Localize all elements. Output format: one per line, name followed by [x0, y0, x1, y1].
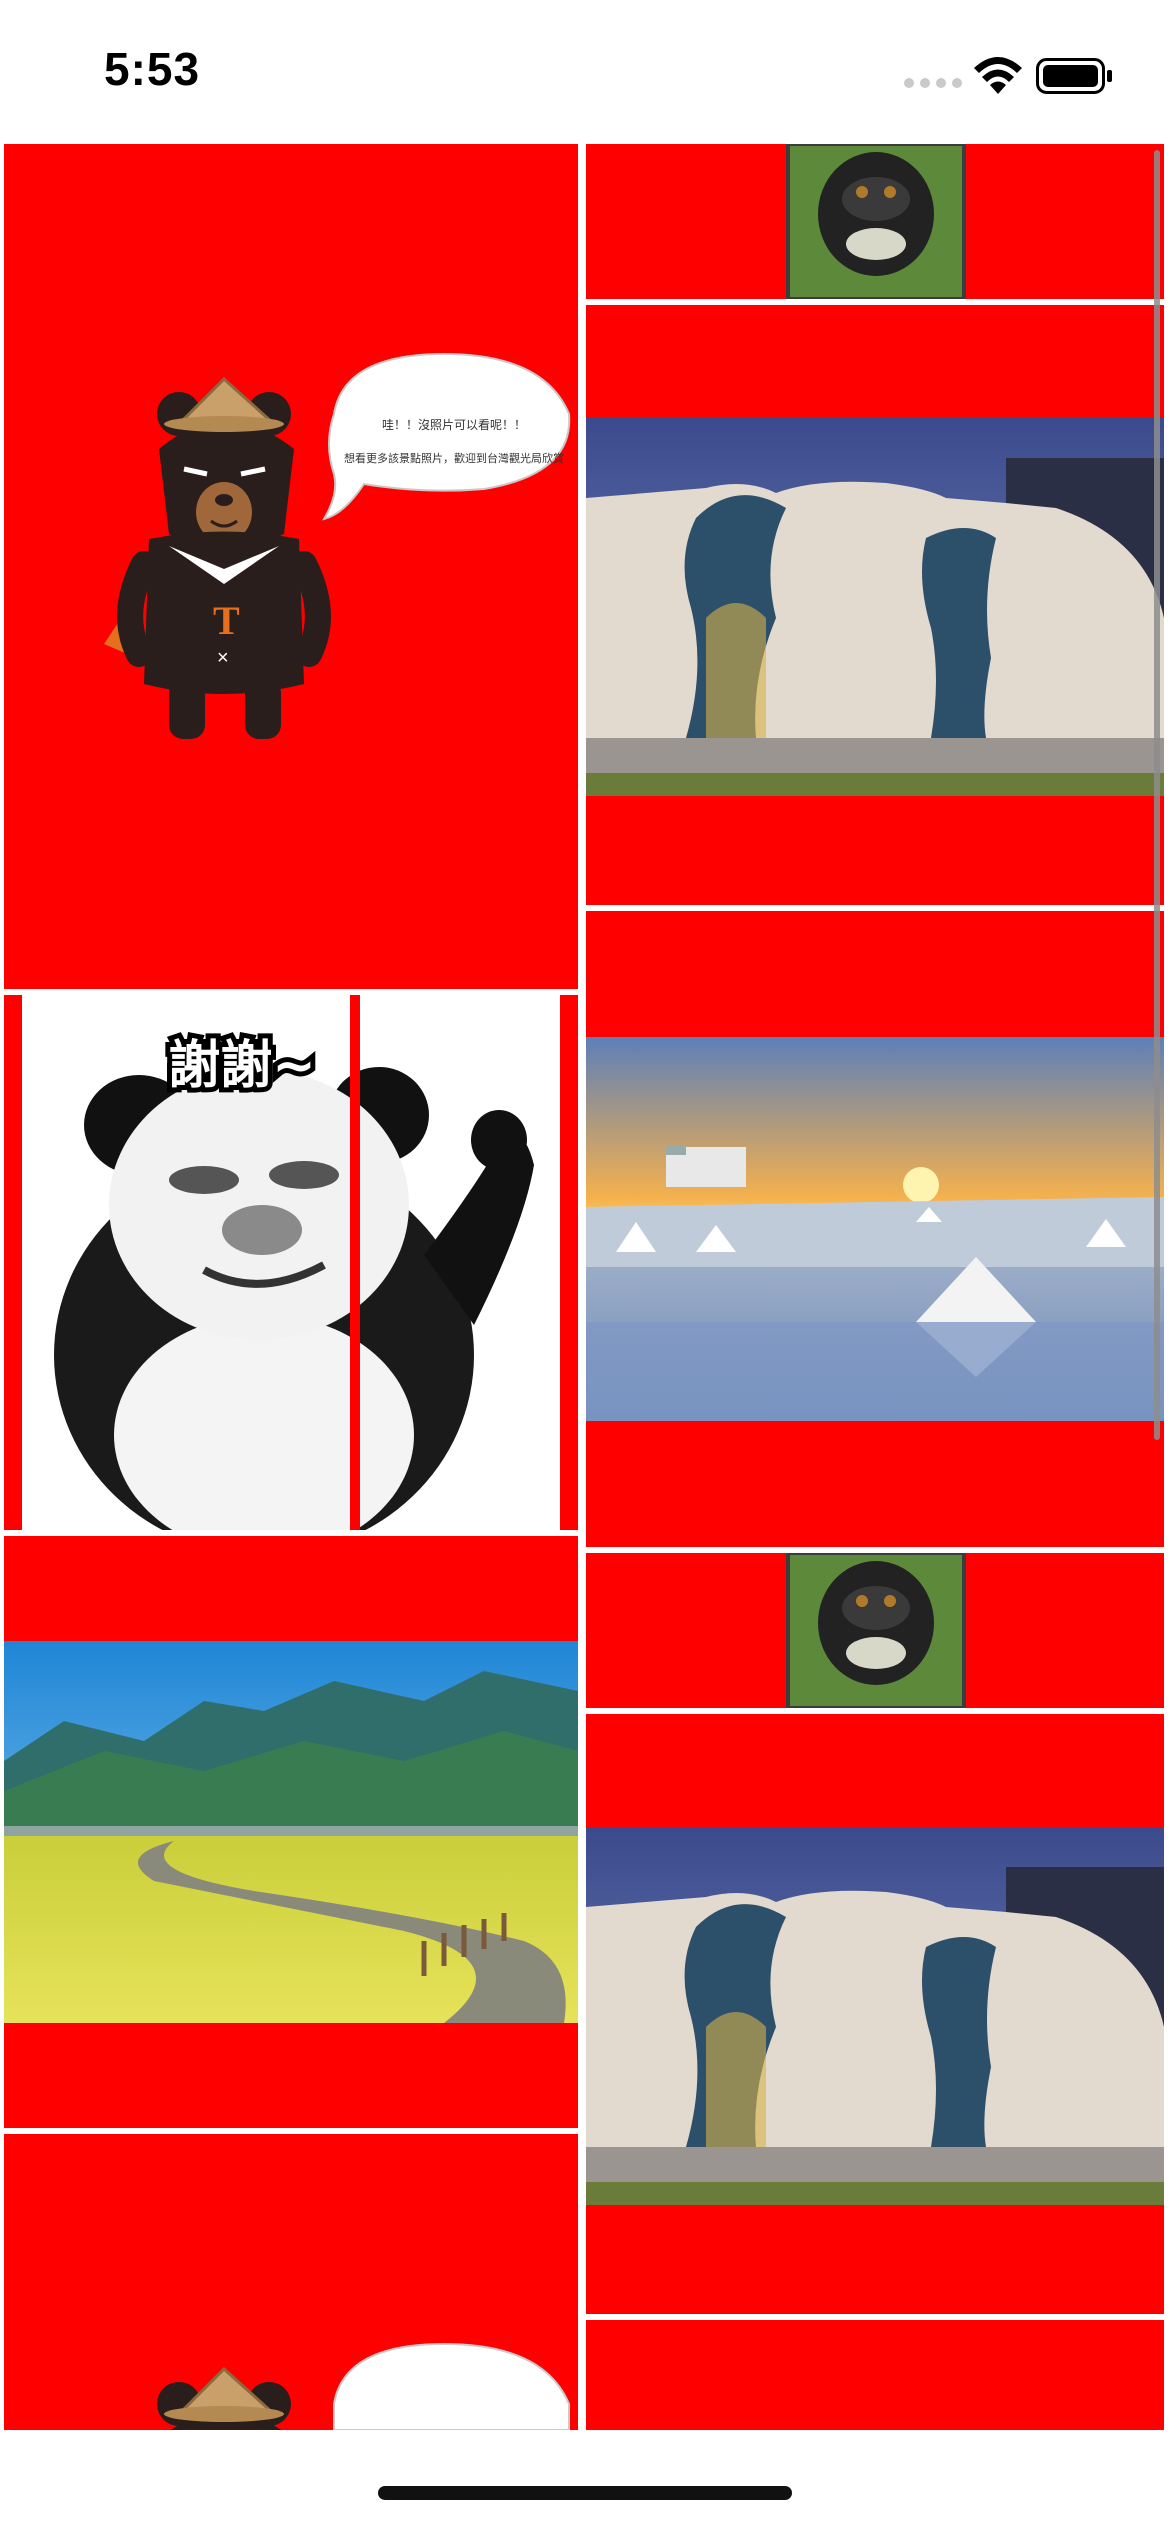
rice-field-photo: [4, 1641, 578, 2023]
battery-icon: [1036, 58, 1112, 94]
grid-item-rice-field[interactable]: [4, 1536, 578, 2128]
home-indicator[interactable]: [378, 2486, 792, 2500]
status-bar: 5:53: [0, 0, 1170, 140]
no-photo-illustration-2: [4, 2342, 570, 2430]
opera-house-photo: [586, 418, 1164, 796]
wifi-icon: [974, 57, 1022, 94]
no-photo-illustration: 哇！！沒照片可以看呢！！ 想看更多該景點照片，歡迎到台灣觀光局欣賞: [4, 352, 571, 989]
grid-item-panda-meme[interactable]: 謝謝~: [4, 995, 578, 1530]
opera-house-photo-2: [586, 1827, 1164, 2205]
vertical-scrollbar[interactable]: [1154, 150, 1160, 1440]
grid-item-placeholder[interactable]: 哇！！沒照片可以看呢！！ 想看更多該景點照片，歡迎到台灣觀光局欣賞: [4, 144, 578, 989]
grid-item-opera-house[interactable]: [586, 305, 1164, 905]
grid-item-placeholder-2[interactable]: [4, 2134, 578, 2430]
photo-grid[interactable]: 哇！！沒照片可以看呢！！ 想看更多該景點照片，歡迎到台灣觀光局欣賞 謝謝~: [0, 140, 1170, 2430]
placeholder-line2: 想看更多該景點照片，歡迎到台灣觀光局欣賞: [344, 451, 564, 465]
panda-caption: 謝謝~: [168, 1036, 316, 1096]
grid-item-salt-field[interactable]: [586, 911, 1164, 1547]
monkey-selfie-photo-2: [786, 1553, 966, 1708]
status-time: 5:53: [104, 43, 201, 95]
speech-bubble: [321, 352, 571, 521]
grid-item-monkey-selfie[interactable]: [586, 144, 1164, 299]
placeholder-line1: 哇！！沒照片可以看呢！！: [382, 418, 526, 432]
grid-item-opera-house-2[interactable]: [586, 1714, 1164, 2314]
monkey-selfie-photo: [786, 144, 966, 299]
panda-meme-image: 謝謝~: [22, 995, 560, 1530]
grid-item-partial[interactable]: [586, 2320, 1164, 2430]
salt-field-photo: [586, 1037, 1164, 1421]
taiwan-bear-mascot-icon: [104, 379, 318, 739]
grid-item-monkey-selfie-2[interactable]: [586, 1553, 1164, 1708]
signal-dots-icon: [904, 78, 962, 88]
